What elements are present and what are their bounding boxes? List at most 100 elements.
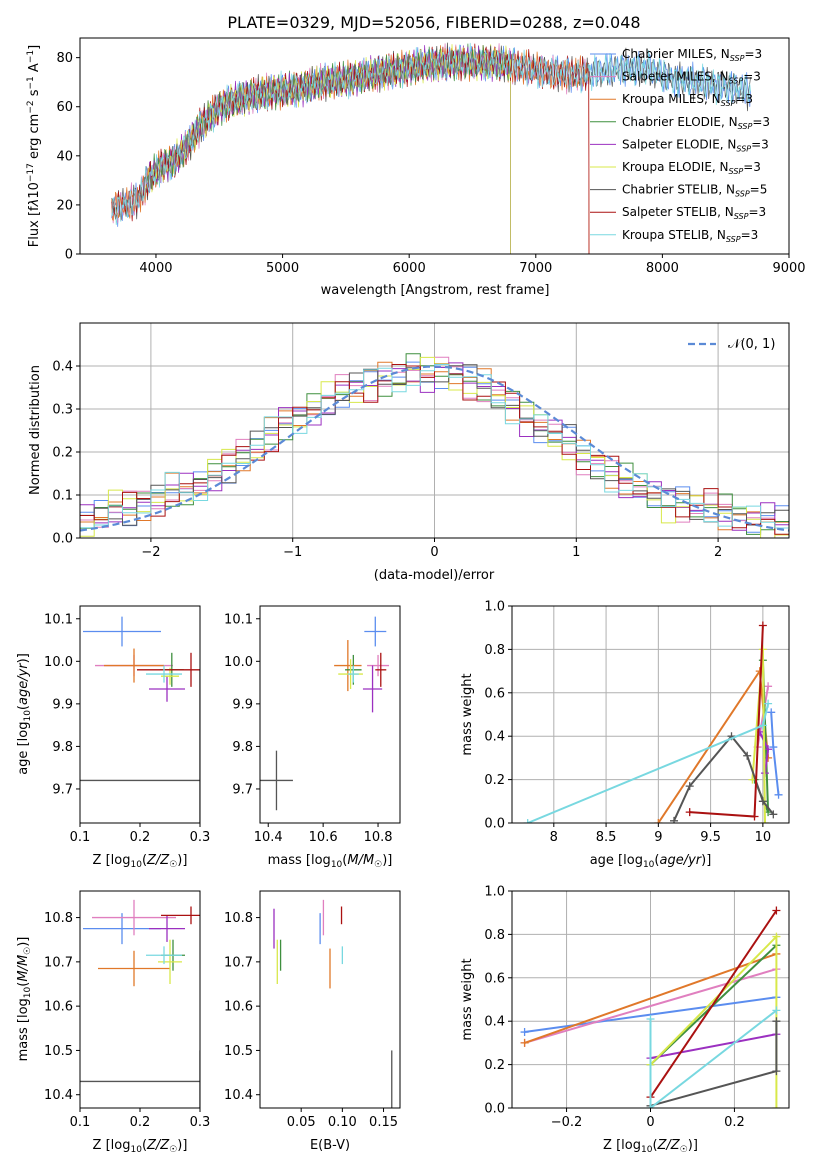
weight-line bbox=[673, 734, 775, 822]
weight-marker bbox=[685, 808, 694, 817]
y-tick-label: 0.6 bbox=[484, 686, 505, 701]
weight-marker bbox=[654, 819, 663, 823]
figure-title: PLATE=0329, MJD=52056, FIBERID=0288, z=0… bbox=[227, 13, 640, 32]
plot-area bbox=[80, 899, 200, 1108]
y-tick-label: 0.2 bbox=[484, 773, 505, 788]
legend-label: 𝒩(0, 1) bbox=[728, 337, 775, 352]
y-tick-label: 0.3 bbox=[52, 403, 73, 418]
legend-label: Chabrier MILES, NSSP=3 bbox=[622, 47, 762, 63]
x-tick-label: 0.3 bbox=[190, 830, 211, 845]
weight-marker bbox=[764, 745, 773, 754]
x-tick-label: 9.5 bbox=[700, 830, 721, 845]
weight-line bbox=[524, 952, 777, 1044]
legend-label: Chabrier STELIB, NSSP=5 bbox=[622, 183, 767, 199]
y-tick-label: 60 bbox=[56, 100, 73, 115]
x-tick-label: 0.3 bbox=[190, 1115, 211, 1130]
axes-mass-weight-vs-Z: −0.2 0 0.2 0.0 0.2 0.4 0.6 0.8 1.0 Z [log10(Z/Z☉)… bbox=[460, 885, 790, 1155]
x-tick-label: 0.1 bbox=[70, 830, 91, 845]
weight-marker bbox=[772, 1017, 781, 1026]
x-tick-label: 6000 bbox=[393, 261, 426, 276]
weight-marker bbox=[758, 621, 767, 630]
legend-label: Chabrier ELODIE, NSSP=3 bbox=[622, 115, 770, 131]
y-tick-label: 1.0 bbox=[484, 885, 505, 900]
y-tick-label: 10.6 bbox=[224, 1000, 253, 1015]
weight-marker bbox=[772, 1006, 781, 1015]
y-tick-label: 0.0 bbox=[484, 1102, 505, 1117]
weight-marker bbox=[646, 1104, 655, 1108]
y-tick-label: 0.8 bbox=[484, 643, 505, 658]
weight-marker bbox=[758, 797, 767, 806]
y-tick-label: 10.7 bbox=[224, 955, 253, 970]
axes-frame bbox=[79, 890, 201, 1109]
y-tick-label: 9.9 bbox=[52, 697, 73, 712]
plot-area bbox=[523, 621, 783, 823]
legend-label: Salpeter MILES, NSSP=3 bbox=[622, 70, 761, 86]
weight-marker bbox=[523, 819, 532, 823]
y-axis-label: mass weight bbox=[460, 958, 475, 1040]
x-tick-label: 0.10 bbox=[328, 1115, 357, 1130]
y-tick-label: 40 bbox=[56, 149, 73, 164]
y-tick-label: 10.4 bbox=[44, 1088, 73, 1103]
y-tick-label: 0.8 bbox=[484, 928, 505, 943]
axes-mass-vs-ebv: 0.05 0.10 0.15 10.4 10.5 10.6 10.7 10.8 E(B-V) bbox=[224, 890, 401, 1153]
x-axis-label: Z [log10(Z/Z☉)] bbox=[93, 853, 188, 870]
axes-residuals: −2 −1 0 1 2 0.0 0.1 0.2 0.3 0.4 𝒩(0, 1) (data-model… bbox=[28, 322, 790, 583]
y-tick-label: 10.0 bbox=[44, 655, 73, 670]
axes-frame bbox=[259, 890, 401, 1109]
x-tick-label: 5000 bbox=[266, 261, 299, 276]
y-tick-label: 10.4 bbox=[224, 1088, 253, 1103]
y-tick-label: 0.0 bbox=[52, 532, 73, 547]
x-tick-label: 0.1 bbox=[70, 1115, 91, 1130]
x-tick-label: 10.4 bbox=[254, 830, 283, 845]
weight-marker bbox=[774, 790, 783, 799]
weight-marker bbox=[769, 743, 778, 752]
y-tick-label: 20 bbox=[56, 198, 73, 213]
weight-line bbox=[649, 1009, 778, 1108]
x-axis-label: Z [log10(Z/Z☉)] bbox=[93, 1138, 188, 1155]
normal-curve bbox=[80, 365, 789, 532]
y-tick-label: 10.5 bbox=[44, 1044, 73, 1059]
weight-marker bbox=[760, 819, 769, 823]
x-tick-label: 0.2 bbox=[724, 1115, 745, 1130]
y-tick-label: 9.7 bbox=[232, 782, 253, 797]
axes-frame bbox=[511, 605, 790, 824]
axes-frame bbox=[259, 605, 401, 824]
legend-label: Salpeter ELODIE, NSSP=3 bbox=[622, 137, 769, 153]
y-tick-label: 0 bbox=[65, 248, 73, 263]
axes-age-vs-mass: 10.4 10.6 10.8 9.7 9.8 9.9 10.0 10.1 mass [log10… bbox=[224, 605, 401, 870]
y-tick-label: 0.4 bbox=[484, 730, 505, 745]
weight-marker bbox=[685, 782, 694, 791]
x-tick-label: 10 bbox=[755, 830, 772, 845]
y-tick-label: 10.5 bbox=[224, 1044, 253, 1059]
plot-area bbox=[520, 906, 781, 1108]
weight-line bbox=[527, 703, 770, 823]
y-tick-label: 0.6 bbox=[484, 971, 505, 986]
legend-label: Kroupa ELODIE, NSSP=3 bbox=[622, 160, 761, 176]
x-tick-label: 1 bbox=[572, 545, 580, 560]
x-tick-label: −2 bbox=[141, 545, 160, 560]
weight-marker bbox=[764, 682, 773, 691]
weight-marker bbox=[764, 699, 773, 708]
weight-marker bbox=[743, 751, 752, 760]
y-tick-label: 10.8 bbox=[224, 911, 253, 926]
x-tick-label: 10.6 bbox=[309, 830, 338, 845]
x-tick-label: 10.8 bbox=[364, 830, 393, 845]
axes-frame bbox=[79, 605, 201, 824]
y-axis-label: mass [log10(M/M☉)] bbox=[16, 937, 33, 1062]
y-axis-label: Flux [fλ10−17 erg cm−2 s−1 A−1] bbox=[26, 45, 42, 247]
y-tick-label: 0.0 bbox=[484, 817, 505, 832]
x-tick-label: 8.5 bbox=[596, 830, 617, 845]
weight-marker bbox=[520, 1028, 529, 1037]
spectrum-line bbox=[111, 42, 751, 225]
axes-mass-weight-vs-age: 8 8.5 9 9.5 10 0.0 0.2 0.4 0.6 0.8 1.0 age [log10(a… bbox=[460, 600, 790, 870]
weight-marker bbox=[646, 1015, 655, 1024]
y-tick-label: 10.0 bbox=[224, 655, 253, 670]
weight-marker bbox=[767, 708, 776, 717]
plot-area bbox=[80, 616, 200, 823]
y-axis-label: mass weight bbox=[460, 673, 475, 755]
x-tick-label: 8 bbox=[550, 830, 558, 845]
legend-label: Kroupa MILES, NSSP=3 bbox=[622, 92, 753, 108]
weight-line bbox=[524, 996, 777, 1033]
weight-marker bbox=[758, 721, 767, 730]
